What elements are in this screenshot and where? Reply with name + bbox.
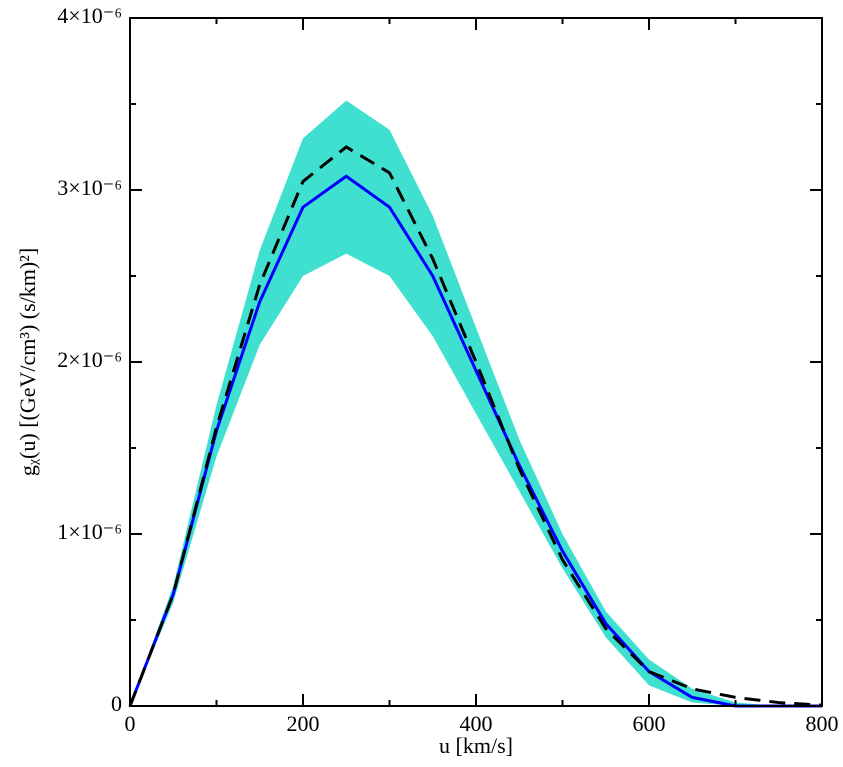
x-tick-label: 400 [460,711,493,736]
y-tick-label: 2×10⁻⁶ [57,347,122,372]
x-tick-label: 200 [287,711,320,736]
x-axis-label: u [km/s] [439,733,513,758]
x-tick-label: 0 [125,711,136,736]
y-tick-label: 3×10⁻⁶ [57,175,122,200]
y-axis-label: gᵪ(u) [(GeV/cm³) (s/km)²] [15,248,40,476]
y-tick-label: 4×10⁻⁶ [57,3,122,28]
x-tick-label: 600 [633,711,666,736]
series-line [128,145,823,707]
y-tick-label: 1×10⁻⁶ [57,519,122,544]
y-tick-label: 0 [111,691,122,716]
uncertainty-band [130,100,822,706]
series-line [128,174,822,708]
x-tick-label: 800 [806,711,839,736]
